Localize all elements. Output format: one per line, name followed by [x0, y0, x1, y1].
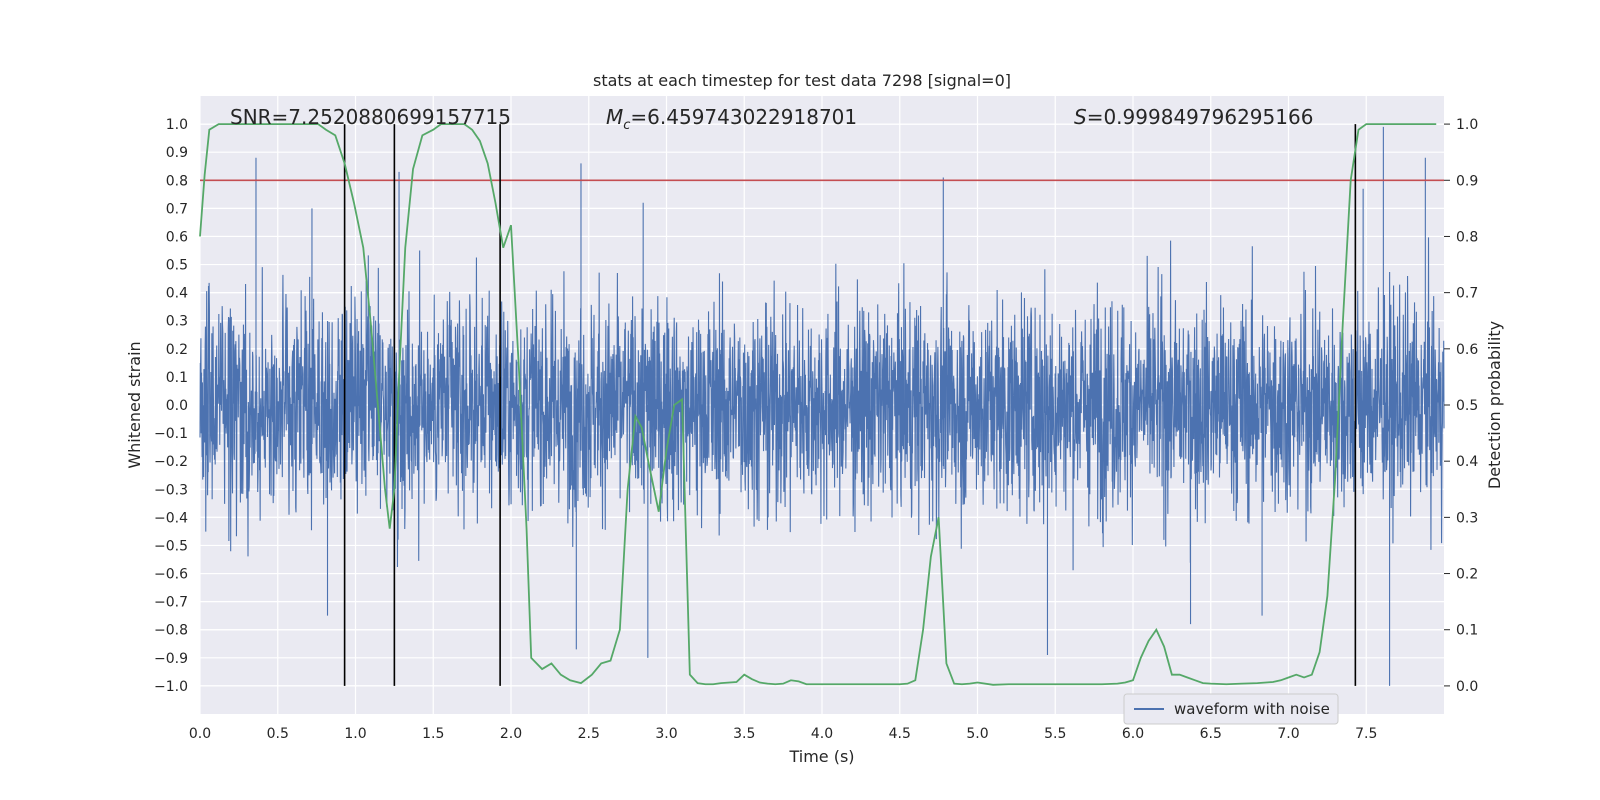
y-tick-label: 0.3: [166, 314, 188, 330]
y2-tick-label: 1.0: [1456, 117, 1478, 133]
y2-tick-label: 0.9: [1456, 173, 1478, 189]
y-tick-label: 0.8: [166, 173, 188, 189]
y-tick-label: −0.8: [154, 623, 188, 639]
y-axis-label: Whitened strain: [125, 341, 144, 468]
x-tick-label: 7.5: [1355, 726, 1377, 742]
x-tick-label: 0.0: [189, 726, 211, 742]
y2-tick-label: 0.4: [1456, 454, 1478, 470]
x-tick-label: 3.0: [655, 726, 677, 742]
y2-axis-label: Detection probability: [1485, 321, 1504, 489]
x-tick-label: 1.5: [422, 726, 444, 742]
legend-box: [1123, 693, 1339, 725]
y-tick-label: −0.6: [154, 567, 188, 583]
marker-lines: [343, 124, 1357, 686]
x-tick-label: 1.0: [344, 726, 366, 742]
y-tick-label: 0.0: [166, 398, 188, 414]
y-tick-label: 0.9: [166, 145, 188, 161]
y-tick-label: −1.0: [154, 679, 188, 695]
mc-annotation: Mc=6.459743022918701: [606, 105, 857, 133]
x-tick-label: 7.0: [1277, 726, 1299, 742]
y2-tick-label: 0.8: [1456, 229, 1478, 245]
y-tick-label: −0.3: [154, 482, 188, 498]
y-tick-label: −0.4: [154, 510, 188, 526]
y-tick-label: −0.5: [154, 538, 188, 554]
y2-tick-label: 0.0: [1456, 679, 1478, 695]
chart-title: stats at each timestep for test data 729…: [593, 71, 1011, 90]
y-tick-label: 0.6: [166, 229, 188, 245]
x-tick-label: 6.5: [1200, 726, 1222, 742]
x-tick-label: 5.5: [1044, 726, 1066, 742]
y-tick-label: 0.4: [166, 286, 188, 302]
legend: waveform with noise: [1123, 693, 1339, 725]
x-tick-label: 4.0: [811, 726, 833, 742]
y-tick-label: 0.2: [166, 342, 188, 358]
mc-symbol: M: [606, 105, 623, 129]
y-tick-label: 0.1: [166, 370, 188, 386]
snr-annotation: SNR=7.2520880699157715: [230, 105, 511, 129]
y2-tick-label: 0.1: [1456, 623, 1478, 639]
y-tick-label: 0.5: [166, 258, 188, 274]
y-ticks: 1.0 0.9 0.8 0.7 0.6 0.5 0.4 0.3 0.2 0.1 0.0 −0.1 −0.…: [154, 117, 188, 695]
y-tick-label: −0.1: [154, 426, 188, 442]
y2-tick-label: 0.6: [1456, 342, 1478, 358]
s-annotation: S=0.999849796295166: [1074, 105, 1313, 129]
y2-tick-label: 0.7: [1456, 286, 1478, 302]
y2-tick-label: 0.5: [1456, 398, 1478, 414]
y2-tick-label: 0.2: [1456, 567, 1478, 583]
x-ticks: 0.0 0.5 1.0 1.5 2.0 2.5 3.0 3.5 4.0 4.5 5.0 5.5 6.0 6…: [189, 726, 1378, 742]
s-value: =0.999849796295166: [1087, 105, 1314, 129]
x-axis-label: Time (s): [788, 747, 854, 766]
mc-subscript: c: [623, 118, 630, 133]
x-tick-label: 2.5: [578, 726, 600, 742]
legend-label: waveform with noise: [1174, 700, 1330, 718]
y-tick-label: 1.0: [166, 117, 188, 133]
s-symbol: S: [1074, 105, 1087, 129]
x-tick-label: 4.5: [889, 726, 911, 742]
x-tick-label: 5.0: [966, 726, 988, 742]
waveform-series: [199, 126, 1445, 686]
waveform-trace: [199, 126, 1445, 686]
x-tick-label: 2.0: [500, 726, 522, 742]
mc-value: =6.459743022918701: [630, 105, 857, 129]
probability-series: [199, 123, 1437, 686]
x-tick-label: 0.5: [267, 726, 289, 742]
y-tick-label: 0.7: [166, 201, 188, 217]
y2-tick-label: 0.3: [1456, 510, 1478, 526]
y2-ticks: 1.0 0.9 0.8 0.7 0.6 0.5 0.4 0.3 0.2 0.1 0.0: [1444, 117, 1478, 695]
y-tick-label: −0.2: [154, 454, 188, 470]
y-tick-label: −0.9: [154, 651, 188, 667]
y-tick-label: −0.7: [154, 595, 188, 611]
x-tick-label: 3.5: [733, 726, 755, 742]
x-tick-label: 6.0: [1122, 726, 1144, 742]
